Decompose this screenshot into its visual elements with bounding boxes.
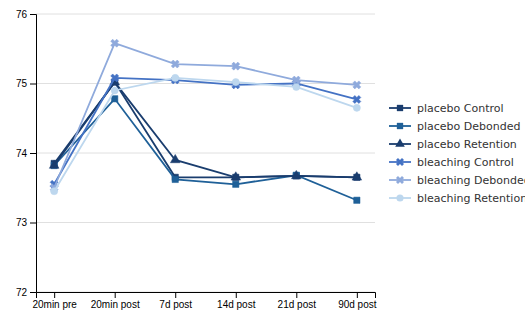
tick: 72: [16, 287, 36, 298]
marker: [172, 74, 179, 81]
line: [54, 78, 357, 184]
tick-label: 14d post: [217, 299, 256, 310]
tick-mark: [296, 292, 297, 298]
legend-marker: [394, 156, 406, 168]
marker: [109, 37, 121, 49]
marker: [169, 58, 181, 70]
grid-line: [36, 153, 375, 154]
tick: 90d post: [338, 292, 377, 310]
legend-item: bleaching Retention: [389, 192, 525, 205]
marker: [51, 188, 58, 195]
tick: 7d post: [159, 292, 192, 310]
legend-marker: [397, 105, 403, 111]
line: [54, 82, 357, 177]
tick-label: 72: [16, 287, 28, 298]
tick-label: 73: [16, 217, 28, 228]
marker: [293, 83, 300, 90]
y-axis: 72 73 74 75 76: [16, 9, 37, 298]
series: [51, 79, 360, 181]
marker: [112, 96, 118, 102]
tick-label: 20min post: [91, 299, 140, 310]
marker: [231, 172, 241, 180]
tick-mark: [54, 292, 55, 298]
legend-marker: [396, 194, 403, 201]
tick-mark: [175, 292, 176, 298]
series: [49, 77, 361, 181]
series: [48, 37, 363, 194]
marker: [49, 160, 59, 168]
series-group: [48, 37, 363, 203]
tick-mark: [30, 292, 36, 293]
tick-mark: [357, 292, 358, 298]
marker: [232, 79, 239, 86]
marker: [291, 170, 301, 178]
legend-label: bleaching Retention: [417, 192, 525, 205]
tick-label: 74: [16, 148, 28, 159]
legend-label: placebo Debonded: [417, 120, 520, 133]
tick-label: 7d post: [159, 299, 192, 310]
grid: [36, 14, 375, 292]
legend-label: bleaching Debonded: [417, 174, 525, 187]
legend-marker: [397, 123, 403, 129]
marker: [230, 79, 242, 91]
legend-item: bleaching Debonded: [389, 174, 525, 187]
tick: 20min pre: [32, 292, 77, 310]
series: [51, 96, 360, 204]
tick-label: 20min pre: [32, 299, 77, 310]
marker: [172, 176, 178, 182]
marker: [169, 74, 181, 86]
legend-item: placebo Retention: [389, 138, 517, 151]
marker: [351, 93, 363, 105]
tick-mark: [30, 84, 36, 85]
tick: 75: [16, 78, 36, 89]
tick-label: 76: [16, 9, 28, 20]
tick-mark: [115, 292, 116, 298]
marker: [353, 104, 360, 111]
tick-label: 75: [16, 78, 28, 89]
marker: [233, 181, 239, 187]
tick: 73: [16, 217, 36, 228]
marker: [352, 172, 362, 180]
grid-line: [36, 222, 375, 223]
tick-mark: [30, 14, 36, 15]
legend-label: placebo Retention: [417, 138, 517, 151]
tick: 14d post: [217, 292, 256, 310]
legend-item: placebo Debonded: [389, 120, 520, 133]
tick-mark: [30, 153, 36, 154]
legend-marker: [395, 138, 405, 146]
marker: [170, 154, 180, 162]
chart: 72 73 74 75 76 20min pre 20min post 7d post 14d …: [0, 0, 525, 322]
marker: [354, 197, 360, 203]
line: [54, 82, 357, 177]
legend: placebo Control placebo Debonded placebo R…: [389, 102, 525, 205]
tick: 74: [16, 148, 36, 159]
legend-marker: [394, 174, 406, 186]
x-axis: 20min pre 20min post 7d post 14d post 21d po…: [32, 292, 376, 310]
tick: 20min post: [91, 292, 140, 310]
tick-label: 90d post: [338, 299, 377, 310]
tick-label: 21d post: [278, 299, 317, 310]
legend-label: placebo Control: [417, 102, 504, 115]
series: [51, 74, 361, 194]
tick-mark: [236, 292, 237, 298]
marker: [109, 72, 121, 84]
legend-item: placebo Control: [389, 102, 504, 115]
tick: 21d post: [278, 292, 317, 310]
legend-label: bleaching Control: [417, 156, 514, 169]
marker: [351, 79, 363, 91]
grid-line: [36, 14, 375, 15]
marker: [111, 87, 118, 94]
tick-mark: [30, 223, 36, 224]
axis-line: [30, 15, 37, 293]
axis-line: [37, 293, 376, 299]
line: [54, 78, 357, 191]
plot: 72 73 74 75 76 20min pre 20min post 7d post 14d …: [16, 9, 377, 310]
legend-item: bleaching Control: [389, 156, 514, 169]
tick: 76: [16, 9, 36, 20]
marker: [230, 60, 242, 72]
